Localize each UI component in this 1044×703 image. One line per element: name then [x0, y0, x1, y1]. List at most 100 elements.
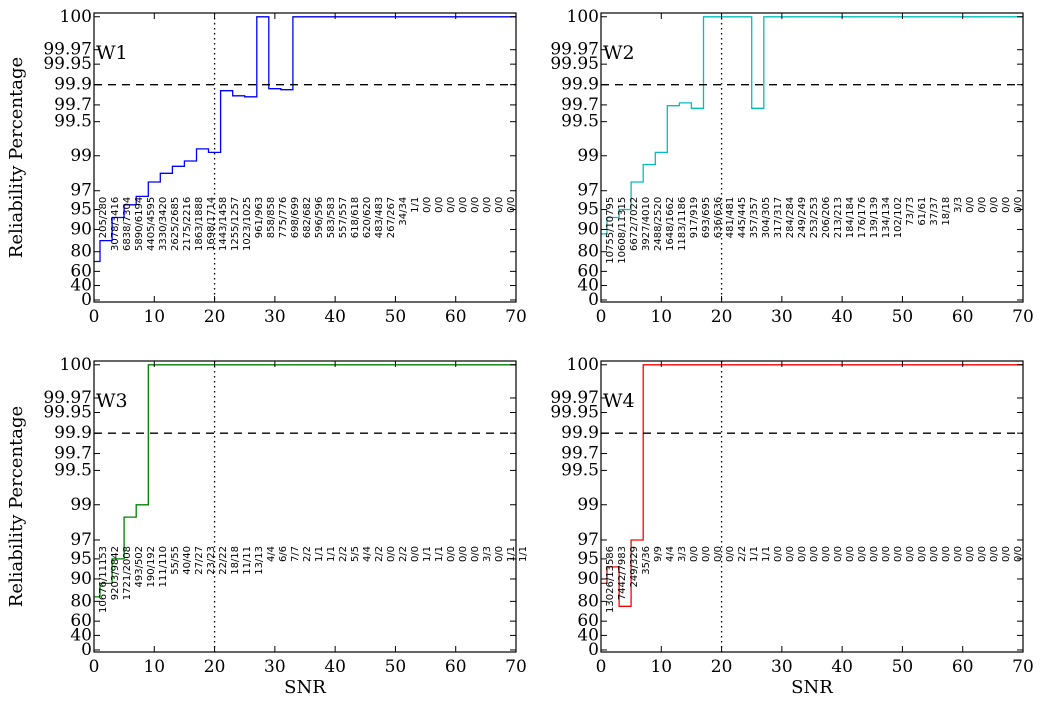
count-annotation: 317/317: [773, 197, 784, 239]
count-annotation: 2/2: [398, 546, 409, 562]
count-annotation: 9203/9842: [110, 546, 121, 600]
count-annotation: 1/1: [326, 546, 337, 562]
x-tick-label: 60: [952, 657, 974, 677]
count-annotation: 34/34: [398, 197, 409, 226]
count-annotation: 0/0: [893, 546, 904, 562]
y-tick-label: 99.9: [561, 423, 599, 443]
count-annotation: 0/0: [953, 546, 964, 562]
y-tick-label: 99.97: [43, 388, 92, 408]
x-tick-label: 50: [892, 657, 914, 677]
count-annotation: 249/329: [629, 546, 640, 588]
y-tick-label: 0: [81, 640, 92, 660]
count-annotation: 1/1: [749, 546, 760, 562]
count-annotation: 27/27: [194, 546, 205, 575]
count-annotation: 0/0: [809, 546, 820, 562]
y-tick-label: 99.7: [54, 95, 92, 115]
count-annotation: 483/483: [374, 197, 385, 239]
count-annotation: 6838/7304: [122, 197, 133, 251]
count-annotation: 206/206: [821, 197, 832, 239]
count-annotation: 6/6: [278, 546, 289, 562]
count-annotation: 213/213: [833, 197, 844, 239]
y-tick-label: 60: [70, 261, 92, 281]
count-annotation: 0/0: [386, 546, 397, 562]
x-tick-label: 70: [1012, 307, 1034, 327]
y-tick-label: 40: [577, 625, 599, 645]
count-annotation: 0/0: [989, 546, 1000, 562]
y-tick-label: 99: [70, 146, 92, 166]
x-tick-label: 40: [831, 657, 853, 677]
panel-label: W1: [96, 42, 128, 64]
x-tick-label: 30: [771, 307, 793, 327]
count-annotation: 10755/10795: [605, 197, 616, 264]
y-tick-label: 99.5: [54, 460, 92, 480]
count-annotation: 0/0: [701, 546, 712, 562]
count-annotation: 1/1: [434, 546, 445, 562]
count-annotation: 557/557: [338, 197, 349, 239]
count-annotation: 18/18: [230, 546, 241, 575]
y-axis-label: Reliability Percentage: [6, 406, 27, 607]
count-annotation: 0/0: [1001, 546, 1012, 562]
x-tick-label: 10: [143, 657, 165, 677]
x-tick-label: 60: [952, 307, 974, 327]
count-annotation: 1/1: [314, 546, 325, 562]
count-annotation: 7442/7983: [617, 546, 628, 600]
count-annotation: 5890/6194: [134, 197, 145, 251]
y-tick-label: 97: [70, 181, 92, 201]
x-tick-label: 10: [143, 307, 165, 327]
count-annotation: 2/2: [302, 546, 313, 562]
count-annotation: 1255/1257: [230, 197, 241, 251]
y-tick-label: 99.7: [561, 95, 599, 115]
x-tick-label: 70: [505, 657, 527, 677]
count-annotation: 1721/2008: [122, 546, 133, 600]
x-tick-label: 30: [771, 657, 793, 677]
series-line: [601, 16, 1023, 235]
count-annotation: 682/682: [302, 197, 313, 239]
x-tick-label: 30: [264, 307, 286, 327]
count-annotation: 0/0: [1013, 546, 1024, 562]
count-annotation: 1/1: [410, 197, 421, 213]
y-tick-label: 100: [567, 355, 599, 375]
count-annotation: 0/0: [458, 546, 469, 562]
y-tick-label: 99: [70, 495, 92, 515]
count-annotation: 0/0: [905, 546, 916, 562]
y-tick-label: 99.7: [561, 444, 599, 464]
count-annotation: 481/481: [725, 197, 736, 239]
y-tick-label: 90: [577, 569, 599, 589]
y-tick-label: 80: [577, 591, 599, 611]
x-tick-label: 60: [445, 657, 467, 677]
x-tick-label: 0: [89, 307, 100, 327]
y-tick-label: 80: [70, 242, 92, 262]
y-tick-label: 99.97: [550, 388, 599, 408]
x-tick-label: 70: [505, 307, 527, 327]
plot-frame: [93, 360, 517, 653]
series-line: [94, 364, 516, 598]
y-tick-label: 60: [577, 611, 599, 631]
y-axis-label: Reliability Percentage: [6, 57, 27, 258]
count-annotation: 61/61: [917, 197, 928, 226]
y-tick-label: 97: [577, 530, 599, 550]
count-annotation: 3/3: [677, 546, 688, 562]
count-annotation: 3/3: [953, 197, 964, 213]
count-annotation: 0/0: [494, 197, 505, 213]
count-annotation: 73/73: [905, 197, 916, 226]
count-annotation: 1648/1662: [665, 197, 676, 251]
count-annotation: 13/13: [254, 546, 265, 575]
count-annotation: 917/919: [689, 197, 700, 239]
count-annotation: 0/0: [869, 546, 880, 562]
panel-w2: 10755/10795 10608/11315 6672/7022 3927/4010…: [550, 7, 1033, 327]
count-annotation: 596/596: [314, 197, 325, 239]
x-axis-label: SNR: [791, 677, 833, 698]
y-tick-label: 99.95: [43, 54, 92, 74]
count-annotation: 10676/11153: [98, 546, 109, 613]
count-annotation: 0/0: [977, 546, 988, 562]
y-tick-label: 95: [577, 200, 599, 220]
count-annotation: 0/0: [965, 197, 976, 213]
y-tick-label: 99: [577, 495, 599, 515]
count-annotation: 0/0: [422, 197, 433, 213]
count-annotation: 0/0: [506, 197, 517, 213]
y-tick-label: 0: [588, 290, 599, 310]
count-annotation: 620/620: [362, 197, 373, 239]
x-tick-label: 20: [204, 307, 226, 327]
count-annotation: 139/139: [869, 197, 880, 239]
count-annotation: 0/0: [821, 546, 832, 562]
